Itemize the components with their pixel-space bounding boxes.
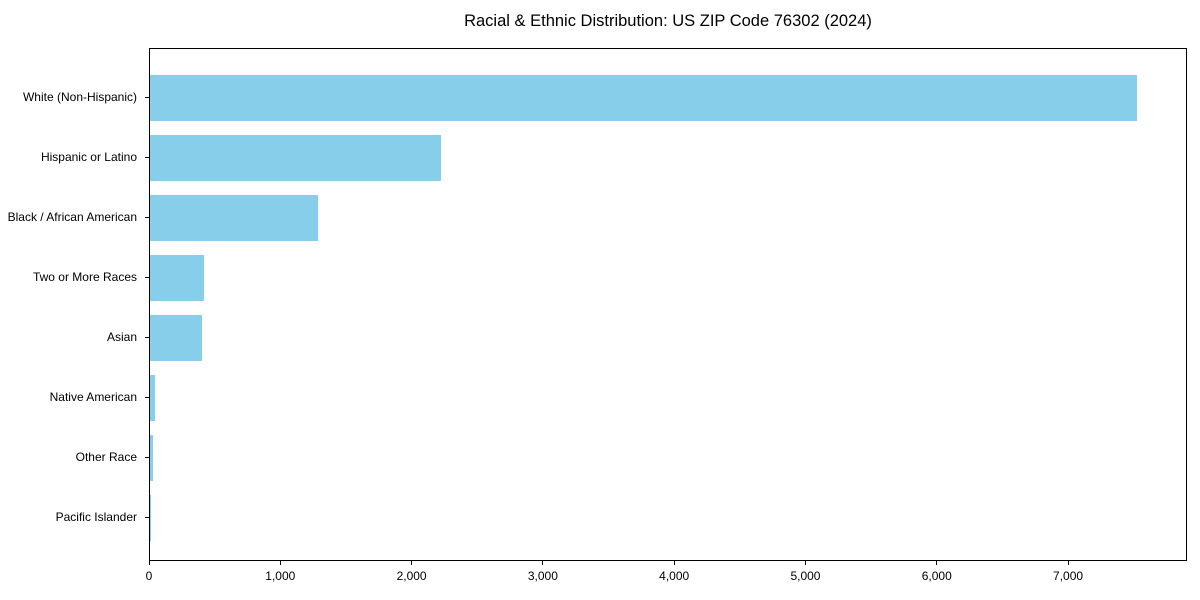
x-axis-tick-label: 7,000 [1053,569,1084,583]
y-axis-label-native-american: Native American [49,390,137,404]
y-axis-tick [145,277,149,278]
y-axis-label-hispanic-or-latino: Hispanic or Latino [40,150,137,164]
x-axis-tick [1067,561,1069,565]
y-axis-tick [145,217,149,218]
y-axis-tick [145,97,149,98]
y-axis-label-asian: Asian [106,330,137,344]
x-axis-tick [936,561,938,565]
bar-hispanic-or-latino [150,135,441,181]
x-axis-tick [148,561,150,565]
x-axis-tick-label: 2,000 [396,569,427,583]
bar-white-non-hispanic [150,75,1137,121]
x-axis-tick [279,561,281,565]
x-axis-tick-label: 3,000 [527,569,558,583]
x-axis-tick-label: 0 [145,569,153,583]
bar-black-african-american [150,195,318,241]
bar-native-american [150,375,155,421]
y-axis-tick [145,397,149,398]
plot-area [149,48,1187,561]
chart-title: Racial & Ethnic Distribution: US ZIP Cod… [464,12,872,30]
y-axis-tick [145,457,149,458]
y-axis-tick [145,157,149,158]
x-axis-tick-label: 5,000 [790,569,821,583]
y-axis-label-other-race: Other Race [75,450,137,464]
x-axis-tick [542,561,544,565]
bar-two-or-more-races [150,255,204,301]
x-axis-tick [411,561,413,565]
bar-pacific-islander [150,495,152,541]
y-axis-label-two-or-more-races: Two or More Races [32,270,137,284]
x-axis-tick-label: 1,000 [265,569,296,583]
y-axis-tick [145,517,149,518]
y-axis-tick [145,337,149,338]
bar-other-race [150,435,153,481]
bar-asian [150,315,203,361]
x-axis-tick [804,561,806,565]
y-axis-label-white-non-hispanic: White (Non-Hispanic) [22,90,137,104]
x-axis-tick [673,561,675,565]
y-axis-label-pacific-islander: Pacific Islander [55,510,137,524]
x-axis-tick-label: 6,000 [921,569,952,583]
y-axis-label-black-african-american: Black / African American [7,210,137,224]
x-axis-tick-label: 4,000 [659,569,690,583]
